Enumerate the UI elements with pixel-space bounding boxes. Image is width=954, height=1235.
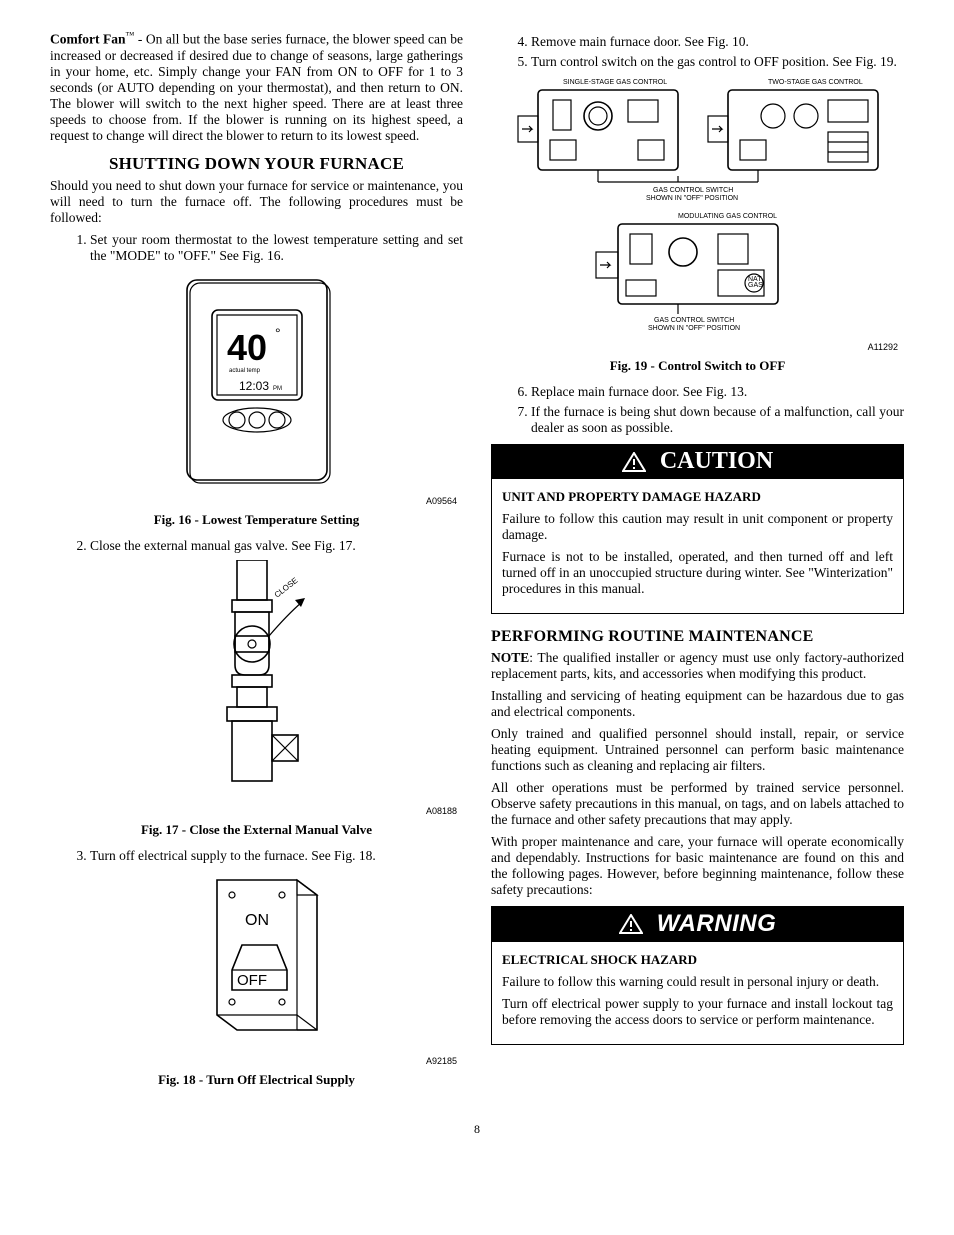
fig18-code: A92185 — [50, 1056, 457, 1066]
svg-text:TWO-STAGE GAS CONTROL: TWO-STAGE GAS CONTROL — [768, 79, 863, 86]
maint-note: NOTE: The qualified installer or agency … — [491, 650, 904, 682]
fig17-code: A08188 — [50, 806, 457, 816]
warning-box: ELECTRICAL SHOCK HAZARD Failure to follo… — [491, 942, 904, 1045]
svg-text:GAS CONTROL SWITCH: GAS CONTROL SWITCH — [654, 317, 734, 324]
svg-text:GAS: GAS — [748, 282, 763, 289]
electrical-switch-icon: ON OFF — [177, 870, 337, 1050]
maint-p5: With proper maintenance and care, your f… — [491, 834, 904, 898]
left-column: Comfort Fan™ - On all but the base serie… — [50, 30, 463, 1098]
shutdown-steps-4-5: Remove main furnace door. See Fig. 10. T… — [491, 34, 904, 70]
fig19-caption: Fig. 19 - Control Switch to OFF — [491, 358, 904, 374]
two-column-layout: Comfort Fan™ - On all but the base serie… — [50, 30, 904, 1098]
switch-off-label: OFF — [237, 972, 267, 989]
figure-18: ON OFF A92185 Fig. 18 - Turn Off Electri… — [50, 870, 463, 1088]
warning-triangle-icon — [622, 452, 646, 472]
step-2: Close the external manual gas valve. See… — [90, 538, 463, 554]
right-column: Remove main furnace door. See Fig. 10. T… — [491, 30, 904, 1098]
maint-p4: All other operations must be performed b… — [491, 780, 904, 828]
warning-banner: WARNING — [491, 906, 904, 942]
step-1: Set your room thermostat to the lowest t… — [90, 232, 463, 264]
svg-text:actual temp: actual temp — [229, 368, 261, 374]
step-5: Turn control switch on the gas control t… — [531, 54, 904, 70]
switch-on-label: ON — [245, 912, 269, 929]
caution-title: UNIT AND PROPERTY DAMAGE HAZARD — [502, 489, 893, 505]
warning-title: ELECTRICAL SHOCK HAZARD — [502, 952, 893, 968]
figure-19: SINGLE-STAGE GAS CONTROL TWO-STAGE GAS C… — [491, 76, 904, 374]
svg-text:SHOWN IN "OFF" POSITION: SHOWN IN "OFF" POSITION — [646, 195, 738, 202]
svg-text:PM: PM — [273, 386, 282, 392]
svg-text:SHOWN IN "OFF" POSITION: SHOWN IN "OFF" POSITION — [648, 325, 740, 332]
warning-p1: Failure to follow this warning could res… — [502, 974, 893, 990]
svg-text:SINGLE-STAGE GAS CONTROL: SINGLE-STAGE GAS CONTROL — [563, 79, 667, 86]
figure-17: CLOSE A08188 Fig. 17 - Close the Externa… — [50, 560, 463, 838]
shutdown-steps-6-7: Replace main furnace door. See Fig. 13. … — [491, 384, 904, 436]
thermostat-temp: 40 — [227, 327, 267, 368]
caution-p2: Furnace is not to be installed, operated… — [502, 549, 893, 597]
step-4: Remove main furnace door. See Fig. 10. — [531, 34, 904, 50]
maint-p2: Installing and servicing of heating equi… — [491, 688, 904, 720]
fig16-caption: Fig. 16 - Lowest Temperature Setting — [50, 512, 463, 528]
thermostat-icon: 40 ° actual temp 12:03 PM — [157, 270, 357, 490]
comfort-fan-bold: Comfort Fan — [50, 32, 126, 47]
fig16-code: A09564 — [50, 496, 457, 506]
trademark-symbol: ™ — [126, 30, 135, 40]
figure-16: 40 ° actual temp 12:03 PM A09564 Fig. 16… — [50, 270, 463, 528]
note-text: : The qualified installer or agency must… — [491, 650, 904, 681]
caution-p1: Failure to follow this caution may resul… — [502, 511, 893, 543]
comfort-fan-paragraph: Comfort Fan™ - On all but the base serie… — [50, 30, 463, 144]
caution-box: UNIT AND PROPERTY DAMAGE HAZARD Failure … — [491, 479, 904, 614]
warning-triangle-icon — [619, 914, 643, 934]
shutdown-steps-2: Close the external manual gas valve. See… — [50, 538, 463, 554]
svg-text:GAS CONTROL SWITCH: GAS CONTROL SWITCH — [653, 187, 733, 194]
gas-control-icon: SINGLE-STAGE GAS CONTROL TWO-STAGE GAS C… — [508, 76, 888, 336]
shutdown-steps-1: Set your room thermostat to the lowest t… — [50, 232, 463, 264]
comfort-fan-text: - On all but the base series furnace, th… — [50, 32, 463, 143]
step-6: Replace main furnace door. See Fig. 13. — [531, 384, 904, 400]
heading-shutting-down: SHUTTING DOWN YOUR FURNACE — [50, 154, 463, 174]
svg-text:MODULATING GAS CONTROL: MODULATING GAS CONTROL — [678, 213, 777, 220]
fig17-caption: Fig. 17 - Close the External Manual Valv… — [50, 822, 463, 838]
heading-maintenance: PERFORMING ROUTINE MAINTENANCE — [491, 628, 904, 646]
fig19-code: A11292 — [491, 342, 898, 352]
gas-valve-icon: CLOSE — [177, 560, 337, 800]
maint-p3: Only trained and qualified personnel sho… — [491, 726, 904, 774]
caution-banner-text: CAUTION — [660, 448, 773, 475]
page-number: 8 — [50, 1122, 904, 1137]
shutdown-steps-3: Turn off electrical supply to the furnac… — [50, 848, 463, 864]
caution-banner: CAUTION — [491, 444, 904, 479]
svg-text:CLOSE: CLOSE — [272, 575, 299, 599]
svg-text:°: ° — [275, 325, 281, 341]
step-7: If the furnace is being shut down becaus… — [531, 404, 904, 436]
svg-text:12:03: 12:03 — [239, 379, 269, 393]
fig18-caption: Fig. 18 - Turn Off Electrical Supply — [50, 1072, 463, 1088]
shutdown-intro: Should you need to shut down your furnac… — [50, 178, 463, 226]
warning-p2: Turn off electrical power supply to your… — [502, 996, 893, 1028]
warning-banner-text: WARNING — [657, 910, 777, 938]
note-bold: NOTE — [491, 650, 529, 665]
step-3: Turn off electrical supply to the furnac… — [90, 848, 463, 864]
